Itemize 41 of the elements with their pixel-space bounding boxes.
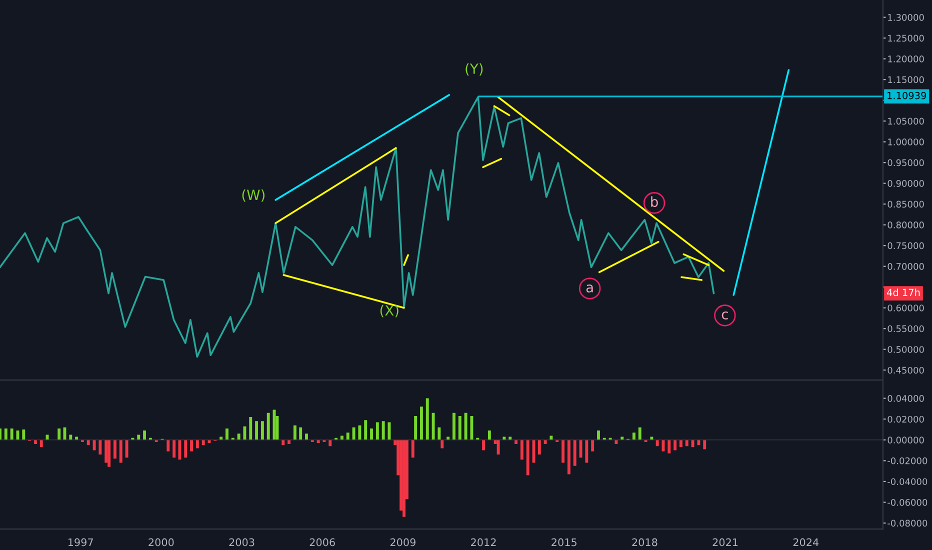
- y-tick-label: -0.02000: [888, 457, 928, 464]
- x-tick-label: 2024: [793, 538, 819, 546]
- y-tick-label: 1.15000: [888, 76, 924, 84]
- y-tick-label: 0.02000: [888, 416, 924, 423]
- annotation: (X): [380, 304, 398, 318]
- y-tick-label: 1.05000: [888, 118, 924, 125]
- y-tick-label: 1.25000: [888, 34, 924, 42]
- y-tick-label: 1.00000: [888, 138, 924, 146]
- annotation: (W): [242, 189, 265, 202]
- y-tick-label: 0.70000: [888, 263, 924, 270]
- y-tick-label: 0.75000: [888, 242, 924, 250]
- y-tick-label: 0.50000: [888, 346, 924, 353]
- ref-line-label: 1.10939: [888, 92, 926, 100]
- y-tick-label: 0.95000: [888, 159, 924, 166]
- x-tick-label: 2003: [229, 538, 254, 546]
- y-tick-label: 0.60000: [888, 304, 924, 312]
- x-tick-label: 2018: [632, 538, 658, 546]
- x-tick-label: 2000: [148, 538, 174, 546]
- x-tick-label: 2006: [310, 538, 335, 546]
- x-tick-label: 2015: [552, 538, 576, 546]
- y-tick-label: 0.00000: [888, 436, 924, 444]
- x-tick-label: 2009: [390, 538, 416, 546]
- x-tick-label: 2012: [471, 538, 496, 546]
- y-tick-label: 0.85000: [888, 200, 924, 208]
- y-tick-label: 1.30000: [888, 14, 924, 21]
- annotation: (Y): [466, 63, 483, 76]
- y-tick-label: -0.04000: [888, 478, 928, 486]
- y-tick-label: 0.80000: [888, 222, 924, 228]
- text: 4d 17h: [886, 288, 920, 296]
- annotation: b: [651, 196, 658, 207]
- x-tick-label: 1997: [68, 538, 93, 546]
- y-tick-label: -0.08000: [888, 520, 928, 527]
- y-tick-label: 0.45000: [888, 366, 924, 374]
- x-tick-label: 2021: [712, 538, 738, 546]
- annotation: c: [722, 311, 728, 320]
- y-tick-label: 0.90000: [888, 180, 924, 187]
- y-tick-label: 0.04000: [888, 395, 924, 402]
- annotation: a: [586, 284, 593, 292]
- y-tick-label: 1.20000: [888, 56, 924, 62]
- y-tick-label: -0.06000: [888, 499, 928, 506]
- y-tick-label: 0.55000: [888, 325, 924, 332]
